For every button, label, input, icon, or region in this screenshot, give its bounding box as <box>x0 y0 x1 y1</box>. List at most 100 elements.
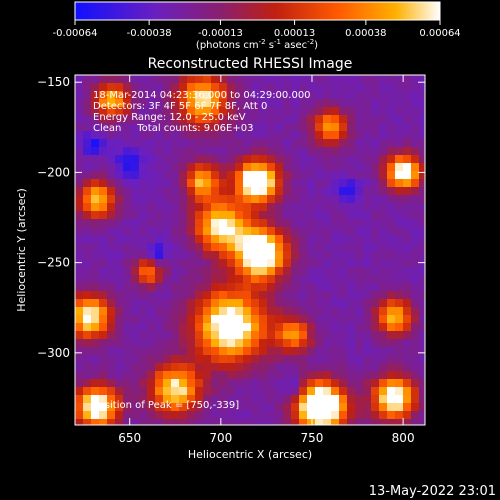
heatmap-cell <box>195 75 204 84</box>
heatmap-cell <box>275 355 284 364</box>
heatmap-cell <box>211 139 220 148</box>
heatmap-cell <box>123 147 132 156</box>
heatmap-cell <box>139 131 148 140</box>
heatmap-cell <box>115 299 124 308</box>
heatmap-cell <box>283 91 292 100</box>
heatmap-cell <box>315 315 324 324</box>
heatmap-cell <box>411 403 420 412</box>
heatmap-cell <box>235 203 244 212</box>
heatmap-cell <box>355 315 364 324</box>
heatmap-cell <box>387 227 396 236</box>
heatmap-cell <box>91 323 100 332</box>
heatmap-cell <box>203 411 212 420</box>
heatmap-cell <box>243 251 252 260</box>
heatmap-cell <box>331 203 340 212</box>
heatmap-cell <box>371 259 380 268</box>
heatmap-cell <box>219 195 228 204</box>
heatmap-cell <box>75 259 84 268</box>
heatmap-cell <box>339 243 348 252</box>
heatmap-cell <box>355 139 364 148</box>
heatmap-cell <box>395 123 404 132</box>
heatmap-cell <box>227 403 236 412</box>
colorbar: -0.00064 -0.00038 -0.00013 0.00013 0.00038 0.… <box>53 1 461 51</box>
heatmap-cell <box>163 371 172 380</box>
heatmap-cell <box>371 243 380 252</box>
heatmap-cell <box>275 243 284 252</box>
heatmap-cell <box>323 339 332 348</box>
heatmap-cell <box>347 147 356 156</box>
heatmap-cell <box>387 83 396 92</box>
heatmap-cell <box>419 227 425 236</box>
heatmap-cell <box>75 283 84 292</box>
heatmap-cell <box>291 355 300 364</box>
heatmap-cell <box>379 75 388 84</box>
heatmap-cell <box>123 395 132 404</box>
footer-timestamp: 13-May-2022 23:01 <box>369 484 496 499</box>
heatmap-cell <box>235 155 244 164</box>
heatmap-cell <box>235 387 244 396</box>
heatmap-cell <box>107 155 116 164</box>
heatmap-cell <box>235 123 244 132</box>
heatmap-cell <box>339 307 348 316</box>
heatmap-cell <box>179 107 188 116</box>
heatmap-cell <box>211 203 220 212</box>
heatmap-cell <box>347 123 356 132</box>
heatmap-cell <box>259 227 268 236</box>
heatmap-cell <box>75 379 84 388</box>
heatmap-cell <box>387 251 396 260</box>
heatmap-cell <box>371 251 380 260</box>
heatmap-cell <box>243 203 252 212</box>
heatmap-cell <box>123 363 132 372</box>
heatmap-cell <box>291 331 300 340</box>
heatmap-cell <box>99 395 108 404</box>
heatmap-cell <box>75 299 84 308</box>
heatmap-cell <box>171 403 180 412</box>
heatmap-cell <box>187 227 196 236</box>
heatmap-cell <box>283 99 292 108</box>
heatmap-cell <box>91 83 100 92</box>
heatmap-cell <box>139 339 148 348</box>
heatmap-cell <box>235 259 244 268</box>
heatmap-cell <box>123 403 132 412</box>
heatmap-cell <box>419 371 425 380</box>
heatmap-cell <box>179 163 188 172</box>
heatmap-cell <box>243 275 252 284</box>
heatmap-cell <box>379 387 388 396</box>
heatmap-cell <box>411 411 420 420</box>
heatmap-cell <box>267 131 276 140</box>
heatmap-cell <box>171 75 180 84</box>
heatmap-cell <box>315 131 324 140</box>
heatmap-cell <box>115 267 124 276</box>
heatmap-cell <box>243 419 252 425</box>
heatmap-cell <box>307 171 316 180</box>
heatmap-cell <box>131 379 140 388</box>
heatmap-cell <box>179 355 188 364</box>
heatmap-cell <box>187 347 196 356</box>
heatmap-cell <box>147 123 156 132</box>
heatmap-cell <box>227 411 236 420</box>
heatmap-cell <box>179 251 188 260</box>
heatmap-cell <box>283 411 292 420</box>
heatmap-cell <box>195 411 204 420</box>
heatmap-cell <box>299 179 308 188</box>
heatmap-cell <box>171 339 180 348</box>
heatmap-cell <box>139 91 148 100</box>
heatmap-cell <box>323 371 332 380</box>
heatmap-cell <box>147 179 156 188</box>
heatmap-cell <box>379 227 388 236</box>
heatmap-cell <box>291 259 300 268</box>
heatmap-cell <box>211 419 220 425</box>
heatmap-cell <box>283 147 292 156</box>
heatmap-cell <box>275 275 284 284</box>
heatmap-cell <box>307 243 316 252</box>
heatmap-cell <box>75 171 84 180</box>
heatmap-cell <box>203 379 212 388</box>
heatmap-cell <box>187 331 196 340</box>
heatmap-cell <box>147 363 156 372</box>
heatmap-cell <box>251 403 260 412</box>
heatmap-cell <box>195 283 204 292</box>
heatmap-cell <box>99 155 108 164</box>
heatmap-cell <box>363 99 372 108</box>
heatmap-cell <box>195 395 204 404</box>
heatmap-cell <box>403 131 412 140</box>
